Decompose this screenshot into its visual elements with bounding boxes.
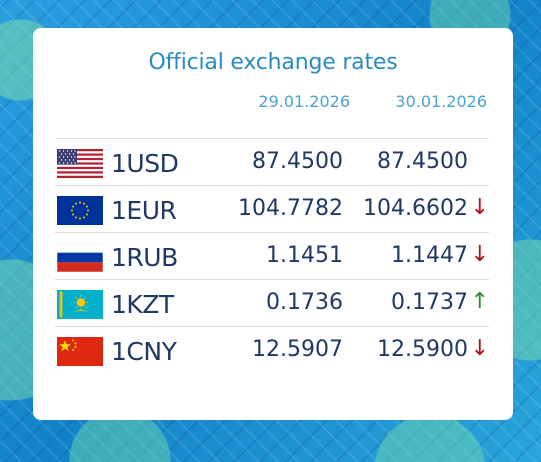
cn-flag-icon bbox=[57, 337, 103, 366]
rate-current: 1.1447 bbox=[391, 243, 468, 268]
rate-current: 12.5900 bbox=[377, 337, 468, 362]
rate-row-rub: 1RUB 1.1451 1.1447 ↓ bbox=[55, 232, 489, 279]
rate-current: 87.4500 bbox=[377, 149, 468, 174]
rate-row-eur: 1EUR 104.7782 104.6602 ↓ bbox=[55, 185, 489, 232]
down-arrow-icon: ↓ bbox=[470, 336, 489, 361]
up-arrow-icon: ↑ bbox=[470, 289, 489, 314]
ru-flag-icon bbox=[57, 243, 103, 272]
card-title: Official exchange rates bbox=[148, 50, 398, 75]
rate-row-kzt: 1KZT 0.1736 0.1737 ↑ bbox=[55, 279, 489, 326]
date-previous: 29.01.2026 bbox=[258, 92, 350, 111]
date-current: 30.01.2026 bbox=[395, 92, 487, 111]
down-arrow-icon: ↓ bbox=[470, 242, 489, 267]
currency-code: 1RUB bbox=[111, 243, 178, 272]
kz-flag-icon bbox=[57, 290, 103, 319]
us-flag-icon bbox=[57, 149, 103, 178]
currency-code: 1KZT bbox=[111, 290, 174, 319]
rate-row-usd: 1USD 87.4500 87.4500 bbox=[55, 138, 489, 185]
rate-row-cny: 1CNY 12.5907 12.5900 ↓ bbox=[55, 326, 489, 373]
rate-previous: 87.4500 bbox=[252, 149, 343, 174]
rate-previous: 12.5907 bbox=[252, 337, 343, 362]
down-arrow-icon: ↓ bbox=[470, 195, 489, 220]
currency-code: 1EUR bbox=[111, 196, 177, 225]
rate-previous: 0.1736 bbox=[266, 290, 343, 315]
rate-current: 104.6602 bbox=[363, 196, 468, 221]
currency-code: 1CNY bbox=[111, 337, 177, 366]
rate-current: 0.1737 bbox=[391, 290, 468, 315]
exchange-rates-card: Official exchange rates 29.01.2026 30.01… bbox=[33, 28, 513, 420]
currency-code: 1USD bbox=[111, 149, 179, 178]
rate-previous: 104.7782 bbox=[238, 196, 343, 221]
rate-previous: 1.1451 bbox=[266, 243, 343, 268]
eu-flag-icon bbox=[57, 196, 103, 225]
